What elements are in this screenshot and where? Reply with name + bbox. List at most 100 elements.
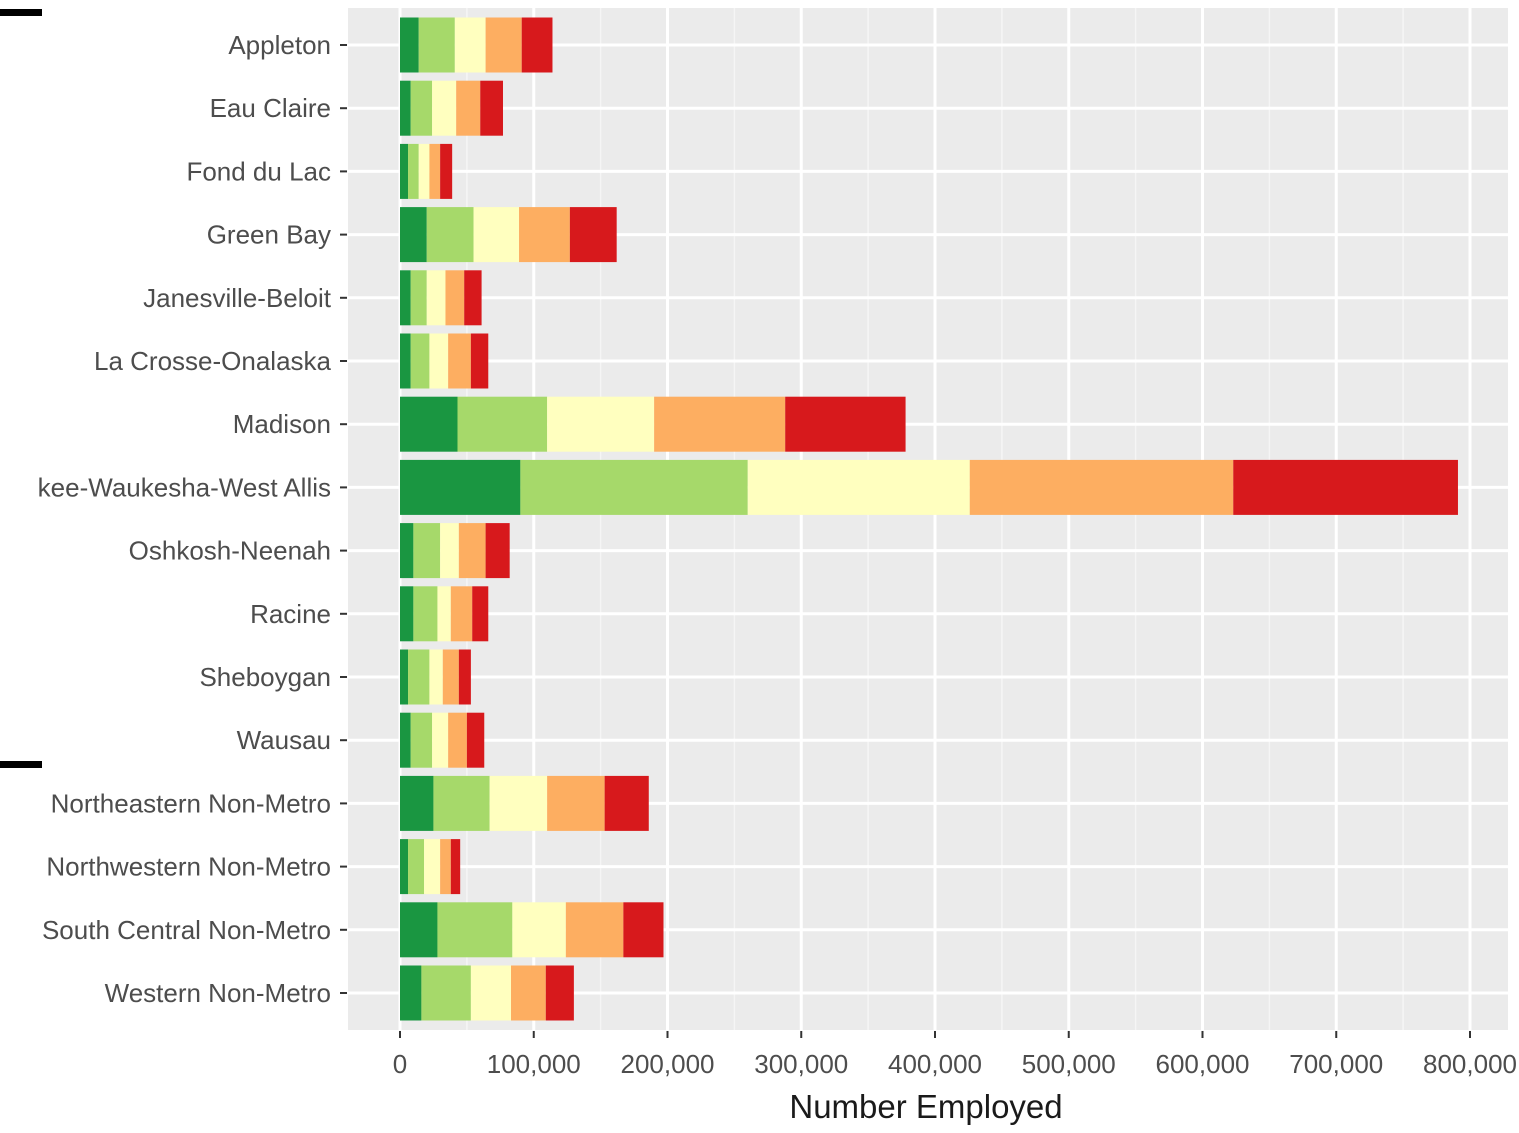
bar-segment [480, 80, 503, 136]
bar-segment [457, 396, 548, 452]
x-tick-label: 700,000 [1289, 1049, 1383, 1079]
x-axis: 0 100,000 200,000 300,000 400,000 500,000 600,… [393, 1031, 1517, 1079]
bar-segment [400, 712, 411, 768]
bar-segment [400, 396, 458, 452]
bar-segment [472, 586, 489, 642]
bar-segment [520, 459, 748, 515]
bar-segment [445, 270, 465, 326]
y-tick-label: Janesville-Beloit [143, 283, 332, 313]
bar-segment [418, 143, 430, 199]
bar-segment [747, 459, 970, 515]
x-axis-title: Number Employed [789, 1088, 1062, 1125]
bar-segment [400, 207, 427, 263]
bar-segment [400, 80, 411, 136]
y-tick-label: South Central Non-Metro [42, 915, 331, 945]
bar-segment [400, 17, 419, 73]
y-tick-label: Eau Claire [210, 93, 331, 123]
bar-segment [654, 396, 786, 452]
y-tick-label: Wausau [237, 725, 331, 755]
bar-segment [512, 902, 566, 958]
x-tick-label: 200,000 [621, 1049, 715, 1079]
bar-segment [569, 207, 617, 263]
y-tick-label: Green Bay [207, 220, 331, 250]
bar-segment [408, 839, 425, 895]
bar-segment [489, 775, 548, 831]
bar-segment [418, 17, 455, 73]
bar-segment [440, 143, 453, 199]
bar-segment [432, 712, 449, 768]
y-tick-label: Madison [233, 409, 331, 439]
bar-segment [454, 17, 486, 73]
bar-segment [400, 143, 409, 199]
bar-segment [448, 333, 471, 389]
bar-segment [433, 775, 490, 831]
bar-segment [429, 143, 441, 199]
bar-segment [432, 80, 457, 136]
bar-segment [545, 965, 574, 1021]
x-tick-label: 600,000 [1156, 1049, 1250, 1079]
y-tick-label: Fond du Lac [186, 156, 331, 186]
x-tick-label: 400,000 [888, 1049, 982, 1079]
bar-segment [450, 586, 473, 642]
bar-segment [429, 649, 443, 705]
bar-segment [429, 333, 449, 389]
bar-segment [410, 270, 427, 326]
bar-segment [400, 775, 434, 831]
bar-segment [410, 80, 433, 136]
bar-segment [1233, 459, 1458, 515]
bar-segment [400, 902, 438, 958]
bar-segment [421, 965, 471, 1021]
bar-segment [437, 586, 451, 642]
bar-segment [400, 523, 414, 579]
bar-segment [424, 839, 441, 895]
bar-segment [400, 586, 414, 642]
bar-segment [450, 839, 461, 895]
bar-segment [400, 649, 409, 705]
y-tick-label: kee-Waukesha-West Allis [38, 472, 331, 502]
bar-segment [470, 333, 489, 389]
bar-segment [400, 333, 411, 389]
y-axis: Appleton Eau Claire Fond du Lac Green Bay Ja… [38, 30, 347, 1008]
x-tick-label: 300,000 [754, 1049, 848, 1079]
y-tick-label: Sheboygan [199, 662, 331, 692]
bar-segment [458, 649, 471, 705]
bar-segment [400, 270, 411, 326]
bar-segment [437, 902, 513, 958]
bar-segment [969, 459, 1234, 515]
bar-segment [426, 270, 446, 326]
bar-segment [442, 649, 459, 705]
bar-segment [410, 712, 433, 768]
bar-segment [473, 207, 520, 263]
bars [400, 17, 1458, 1021]
bar-segment [785, 396, 906, 452]
bar-segment [413, 586, 438, 642]
y-tick-label: Western Non-Metro [105, 978, 331, 1008]
y-tick-label: Appleton [228, 30, 331, 60]
x-tick-label: 500,000 [1022, 1049, 1116, 1079]
y-tick-label: Oshkosh-Neenah [129, 536, 331, 566]
x-tick-label: 0 [393, 1049, 407, 1079]
bar-segment [400, 459, 521, 515]
bar-segment [511, 965, 546, 1021]
bar-segment [400, 965, 422, 1021]
bar-segment [623, 902, 664, 958]
bar-segment [470, 965, 512, 1021]
y-tick-label: La Crosse-Onalaska [94, 346, 332, 376]
bar-segment [547, 396, 655, 452]
x-tick-label: 800,000 [1423, 1049, 1517, 1079]
plot-panel [348, 8, 1508, 1030]
bar-segment [410, 333, 430, 389]
x-tick-label: 100,000 [487, 1049, 581, 1079]
bar-segment [458, 523, 486, 579]
bar-segment [521, 17, 553, 73]
bar-segment [485, 523, 510, 579]
bar-segment [464, 270, 482, 326]
bar-segment [565, 902, 624, 958]
bar-segment [604, 775, 649, 831]
group-divider-top [0, 9, 42, 16]
bar-segment [440, 839, 451, 895]
bar-segment [400, 839, 409, 895]
bar-segment [547, 775, 605, 831]
